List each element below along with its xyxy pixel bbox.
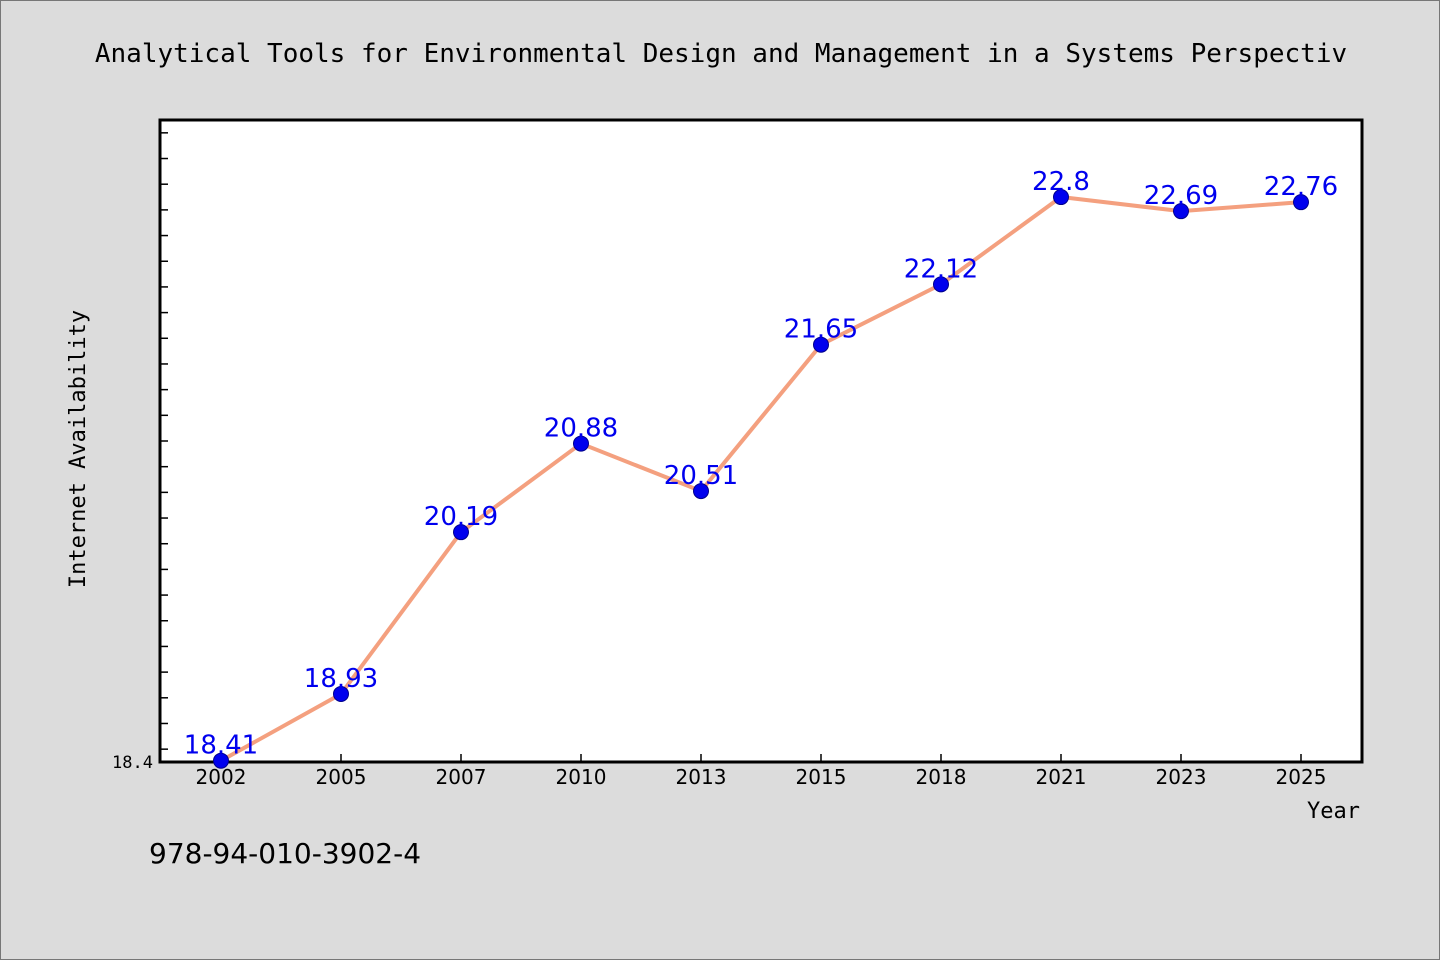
x-tick-label: 2023 <box>1156 765 1207 789</box>
x-tick-label: 2007 <box>436 765 487 789</box>
data-label: 20.51 <box>664 461 738 491</box>
x-tick-label: 2005 <box>316 765 367 789</box>
x-tick-label: 2010 <box>556 765 607 789</box>
data-point-marker <box>1293 194 1309 211</box>
series-line <box>219 195 1303 763</box>
y-axis-ticks <box>160 132 168 750</box>
chart-title: Analytical Tools for Environmental Desig… <box>95 39 1347 69</box>
isbn-text: 978-94-010-3902-4 <box>149 837 421 870</box>
data-point-marker <box>1173 203 1189 220</box>
data-point-marker <box>453 524 469 541</box>
y-tick-label: 18.4 <box>112 753 153 773</box>
data-point-marker <box>573 435 589 452</box>
data-point-marker <box>933 276 949 293</box>
data-point-marker <box>813 336 829 353</box>
x-tick-label: 2025 <box>1276 765 1327 789</box>
x-axis-label: Year <box>1307 799 1360 824</box>
data-label: 22.69 <box>1144 181 1218 211</box>
data-point-marker <box>1053 189 1069 206</box>
y-axis-label: Internet Availability <box>66 310 91 588</box>
data-label: 22.8 <box>1032 167 1090 197</box>
data-point-marker <box>333 685 349 702</box>
data-point-marker <box>693 483 709 500</box>
x-tick-label: 2002 <box>196 765 247 789</box>
data-label: 18.41 <box>184 731 258 761</box>
x-tick-label: 2021 <box>1036 765 1087 789</box>
data-label: 20.88 <box>544 414 618 444</box>
series-layer: 18.41 18.93 20.19 20.88 20.51 21.65 22.12 22.8 2… <box>184 167 1338 769</box>
data-label: 20.19 <box>424 502 498 532</box>
plot-area <box>158 118 1364 764</box>
data-label: 22.12 <box>904 254 978 284</box>
data-label: 21.65 <box>784 315 858 345</box>
x-tick-label: 2018 <box>916 765 967 789</box>
data-point-marker <box>213 752 229 769</box>
data-label: 18.93 <box>304 664 378 694</box>
x-tick-label: 2013 <box>676 765 727 789</box>
data-label: 22.76 <box>1264 172 1338 202</box>
x-axis-ticks: 2002 2005 2007 2010 2013 2015 2018 2021 2023 2025 <box>196 754 1327 789</box>
x-tick-label: 2015 <box>796 765 847 789</box>
